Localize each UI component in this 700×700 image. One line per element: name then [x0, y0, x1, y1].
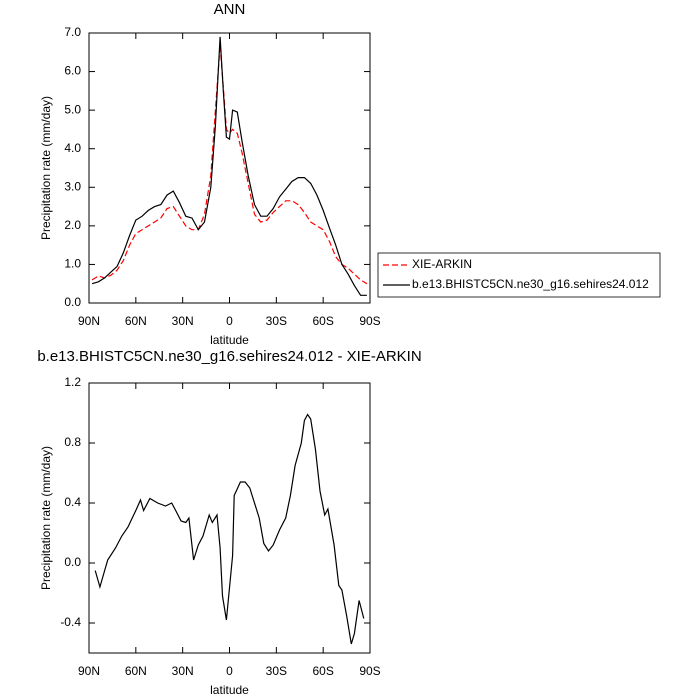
- x-tick-label: 0: [226, 664, 233, 678]
- plot-frame: [88, 32, 371, 304]
- x-tick-label: 60S: [312, 664, 333, 678]
- y-tick-label: 5.0: [64, 102, 81, 116]
- y-tick-label: 1.0: [64, 257, 81, 271]
- chart-title: ANN: [214, 1, 246, 18]
- x-tick-label: 90N: [78, 314, 100, 328]
- x-axis-label: latitude: [210, 683, 249, 697]
- y-tick-label: 1.2: [64, 375, 81, 389]
- x-tick-label: 60N: [125, 664, 147, 678]
- y-axis-label: Precipitation rate (mm/day): [39, 96, 53, 240]
- y-tick-label: 2.0: [64, 218, 81, 232]
- y-tick-label: 3.0: [64, 179, 81, 193]
- y-tick-label: 0.0: [64, 295, 81, 309]
- data-line: [91, 36, 367, 296]
- y-tick-label: 0.0: [64, 555, 81, 569]
- plot-frame: [88, 382, 371, 654]
- y-tick-label: 4.0: [64, 141, 81, 155]
- legend-label: b.e13.BHISTC5CN.ne30_g16.sehires24.012: [412, 277, 649, 291]
- y-tick-label: 7.0: [64, 25, 81, 39]
- chart-title: b.e13.BHISTC5CN.ne30_g16.sehires24.012 -…: [37, 348, 421, 365]
- y-tick-label: 0.4: [64, 495, 81, 509]
- x-tick-label: 30S: [266, 664, 287, 678]
- x-tick-label: 30N: [172, 314, 194, 328]
- y-axis-label: Precipitation rate (mm/day): [39, 446, 53, 590]
- legend-label: XIE-ARKIN: [412, 257, 472, 271]
- x-tick-label: 90S: [359, 314, 380, 328]
- x-tick-label: 90S: [359, 664, 380, 678]
- x-axis-label: latitude: [210, 333, 249, 347]
- x-tick-label: 30N: [172, 664, 194, 678]
- y-tick-label: -0.4: [60, 615, 81, 629]
- x-tick-label: 60N: [125, 314, 147, 328]
- legend-box: [377, 252, 661, 298]
- x-tick-label: 30S: [266, 314, 287, 328]
- x-tick-label: 60S: [312, 314, 333, 328]
- y-tick-label: 6.0: [64, 64, 81, 78]
- data-line: [94, 413, 365, 645]
- data-line: [91, 44, 368, 285]
- y-tick-label: 0.8: [64, 435, 81, 449]
- x-tick-label: 0: [226, 314, 233, 328]
- x-tick-label: 90N: [78, 664, 100, 678]
